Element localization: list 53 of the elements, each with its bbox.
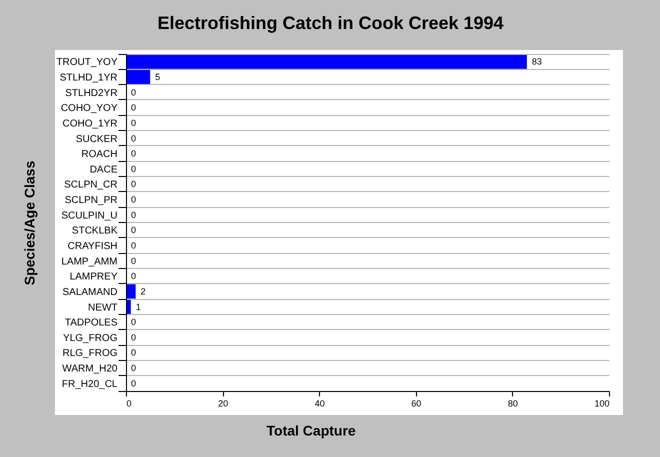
data-label: 83 (532, 56, 542, 67)
y-tick-label: WARM_H20 (62, 364, 118, 375)
chart-title: Electrofishing Catch in Cook Creek 1994 (157, 13, 504, 33)
y-tick-label: TROUT_YOY (56, 57, 118, 68)
y-tick-label: SCULPIN_U (61, 210, 118, 222)
y-tick-label: NEWT (88, 302, 118, 314)
y-tick-label: CRAYFISH (68, 240, 118, 252)
data-label: 0 (131, 317, 136, 328)
y-tick-label: DACE (90, 164, 118, 176)
data-label: 0 (131, 87, 136, 98)
x-tick-label: 40 (314, 398, 325, 408)
y-tick-label: COHO_1YR (62, 118, 118, 130)
y-tick-label: STLHD2YR (65, 88, 118, 99)
y-tick-label: TADPOLES (64, 318, 118, 329)
data-label: 0 (131, 148, 136, 159)
y-axis-title: Species/Age Class (22, 160, 38, 286)
x-tick-label: 20 (218, 398, 228, 408)
data-label: 0 (131, 256, 136, 266)
y-tick-label: STCKLBK (72, 226, 118, 237)
data-label: 0 (131, 210, 136, 220)
data-label: 0 (131, 240, 136, 250)
data-label: 0 (131, 164, 136, 174)
y-tick-label: SUCKER (76, 134, 118, 145)
y-tick-label: STLHD_1YR (60, 72, 118, 84)
y-tick-label: COHO_YOY (60, 103, 118, 114)
y-tick-label: FR_H20_CL (62, 378, 118, 390)
x-tick-label: 100 (594, 398, 610, 408)
data-label: 0 (131, 348, 136, 358)
data-label: 0 (131, 378, 136, 388)
data-label: 0 (131, 271, 136, 282)
data-label: 5 (155, 72, 160, 82)
y-tick-label: ROACH (81, 149, 118, 160)
x-tick-label: 80 (508, 398, 518, 408)
data-label: 0 (131, 179, 136, 190)
data-label: 0 (131, 102, 136, 113)
data-label: 1 (136, 302, 141, 312)
data-label: 0 (131, 332, 136, 342)
y-tick-label: YLG_FROG (63, 332, 118, 344)
y-tick-label: SALAMAND (62, 286, 118, 298)
data-label: 2 (140, 286, 146, 296)
x-tick-label: 0 (126, 398, 132, 408)
y-tick-label: LAMPREY (70, 272, 118, 283)
x-tick-label: 60 (411, 398, 422, 408)
data-label: 0 (131, 363, 136, 374)
y-tick-label: SCLPN_PR (64, 195, 118, 206)
data-label: 0 (131, 133, 136, 144)
data-label: 0 (131, 118, 136, 128)
y-tick-label: RLG_FROG (62, 348, 118, 360)
y-tick-label: SCLPN_CR (64, 180, 118, 191)
x-axis-title: Total Capture (266, 422, 356, 438)
data-label: 0 (131, 194, 136, 205)
data-label: 0 (131, 225, 136, 236)
y-tick-label: LAMP_AMM (61, 256, 118, 268)
